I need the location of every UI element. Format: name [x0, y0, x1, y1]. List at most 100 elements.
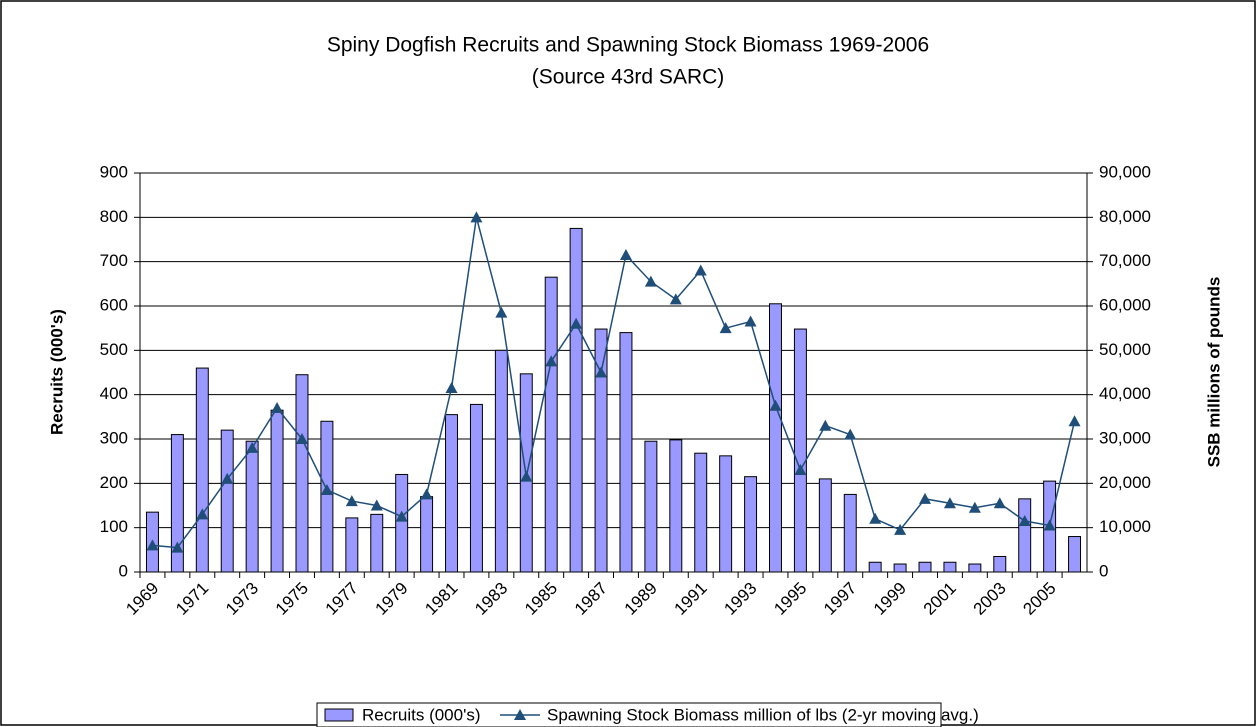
- y-tick-label: 600: [100, 295, 128, 314]
- y-tick-label: 500: [100, 340, 128, 359]
- marker: [395, 510, 408, 522]
- legend-box: [316, 702, 942, 727]
- bar: [569, 227, 583, 573]
- y-tick-label: 400: [100, 384, 128, 403]
- y-tick-label: 100: [100, 517, 128, 536]
- marker: [1068, 415, 1081, 427]
- bar: [195, 367, 209, 573]
- marker: [420, 488, 433, 500]
- marker: [869, 512, 882, 524]
- marker: [570, 317, 583, 329]
- marker: [495, 306, 508, 318]
- marker: [320, 483, 333, 495]
- marker: [196, 508, 209, 520]
- marker: [345, 495, 358, 507]
- bar: [868, 561, 882, 573]
- marker: [719, 322, 732, 334]
- y2-tick-label: 90,000: [1099, 162, 1151, 181]
- bar: [220, 429, 234, 573]
- bar: [245, 440, 259, 573]
- marker: [744, 315, 757, 327]
- marker: [894, 523, 907, 535]
- legend: Recruits (000's) Spawning Stock Biomass m…: [316, 702, 979, 727]
- y2-axis-title: SSB millions of pounds: [1204, 277, 1223, 468]
- marker: [819, 419, 832, 431]
- bar: [370, 513, 384, 573]
- line: [152, 217, 1076, 549]
- marker: [295, 433, 308, 444]
- marker: [669, 293, 682, 305]
- marker: [644, 275, 657, 287]
- y2-tick-label: 30,000: [1099, 428, 1151, 447]
- marker: [445, 382, 458, 394]
- bar: [918, 561, 932, 573]
- bar: [644, 440, 658, 573]
- bar: [769, 303, 782, 573]
- marker: [968, 501, 981, 513]
- y2-tick-label: 70,000: [1099, 251, 1151, 270]
- marker: [844, 428, 857, 440]
- bar: [993, 555, 1007, 573]
- marker: [1043, 519, 1056, 531]
- bar: [395, 473, 409, 573]
- chart-subtitle: (Source 43rd SARC): [532, 66, 725, 89]
- marker: [794, 464, 807, 476]
- legend-label: Spawning Stock Biomass million of lbs (2…: [547, 705, 979, 724]
- y-tick-label: 200: [100, 473, 128, 492]
- y2-tick-label: 80,000: [1099, 207, 1151, 226]
- marker: [694, 264, 707, 276]
- marker: [246, 441, 259, 453]
- bar: [843, 493, 857, 573]
- bar: [445, 414, 458, 573]
- bar: [818, 478, 832, 573]
- bar: [345, 517, 359, 573]
- marker: [221, 472, 234, 484]
- marker: [919, 492, 932, 504]
- bar: [793, 328, 807, 573]
- chart-title: Spiny Dogfish Recruits and Spawning Stoc…: [327, 34, 929, 57]
- bar: [669, 439, 683, 573]
- marker: [1018, 515, 1031, 527]
- y-tick-label: 700: [100, 251, 128, 270]
- bar: [1018, 498, 1032, 573]
- marker: [370, 499, 383, 511]
- y2-tick-label: 40,000: [1099, 384, 1151, 403]
- y2-tick-label: 50,000: [1099, 340, 1151, 359]
- bar: [694, 452, 708, 573]
- bar: [719, 455, 733, 573]
- marker: [769, 399, 782, 411]
- y-tick-label: 0: [119, 561, 128, 580]
- bar: [469, 403, 483, 573]
- bar: [619, 332, 633, 573]
- marker: [943, 497, 956, 509]
- y2-tick-label: 10,000: [1099, 517, 1151, 536]
- marker: [470, 211, 483, 223]
- marker: [993, 497, 1006, 509]
- bar: [1068, 536, 1082, 573]
- legend-swatch: [324, 708, 354, 722]
- bar: [744, 476, 758, 573]
- bar: [544, 276, 558, 573]
- bar: [494, 349, 508, 573]
- marker: [271, 401, 284, 413]
- legend-label: Recruits (000's): [362, 705, 481, 724]
- bar: [320, 420, 334, 573]
- marker: [171, 541, 184, 553]
- marker: [595, 366, 608, 378]
- bar: [270, 409, 284, 573]
- y2-tick-label: 0: [1099, 561, 1108, 580]
- marker: [146, 539, 159, 551]
- y-tick-label: 300: [100, 428, 128, 447]
- legend-swatch: [514, 709, 526, 720]
- y-axis-title: Recruits (000's): [47, 309, 66, 435]
- y2-tick-label: 20,000: [1099, 473, 1151, 492]
- y2-tick-label: 60,000: [1099, 295, 1151, 314]
- marker: [619, 249, 632, 261]
- bar: [420, 496, 434, 573]
- marker: [545, 355, 558, 367]
- y-tick-label: 900: [100, 162, 128, 181]
- y-tick-label: 800: [100, 207, 128, 226]
- bar: [893, 563, 907, 573]
- bar: [295, 374, 309, 573]
